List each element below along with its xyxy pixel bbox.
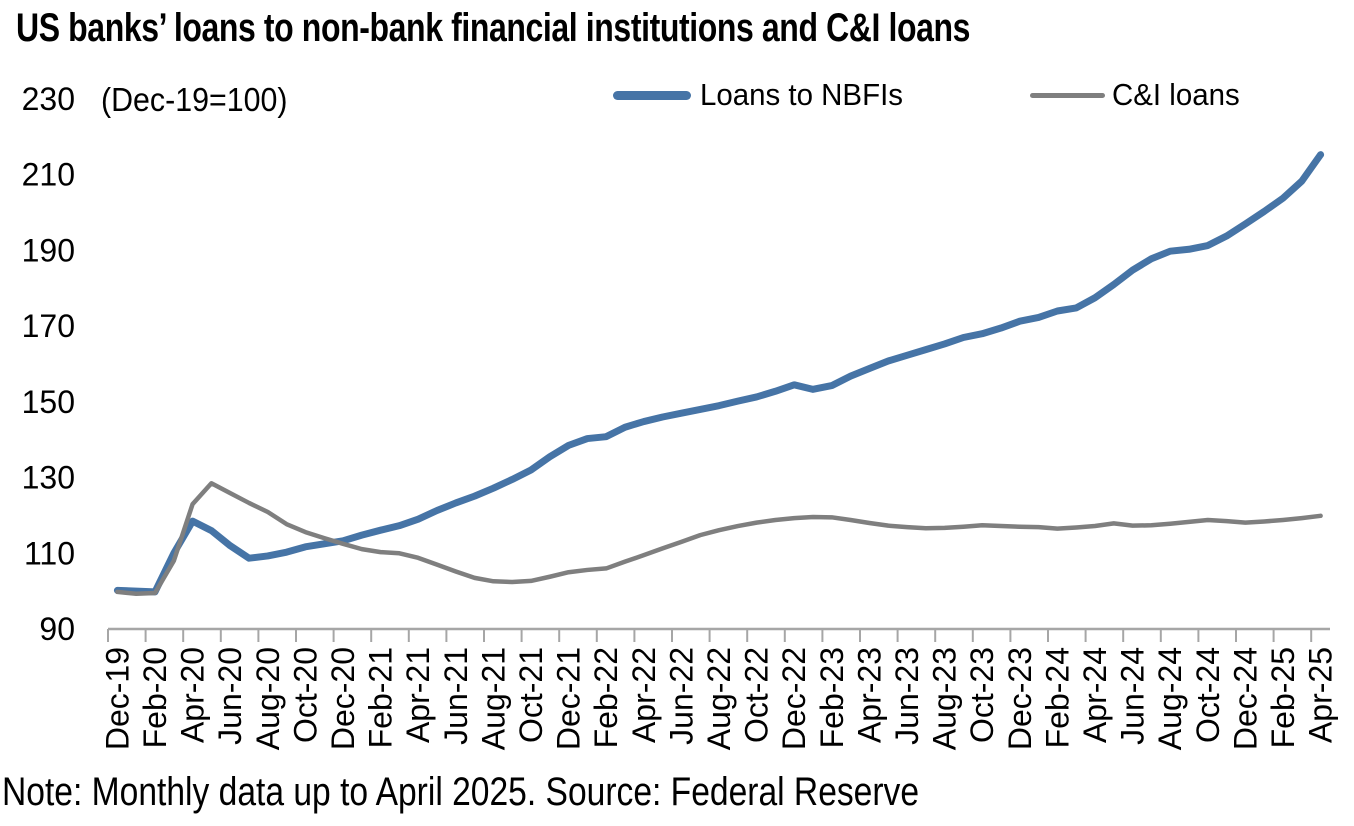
x-tick-label: Feb-20 bbox=[137, 647, 173, 748]
x-tick-label: Dec-23 bbox=[1002, 647, 1038, 750]
x-tick-label: Feb-22 bbox=[588, 647, 624, 748]
x-tick-label: Jun-22 bbox=[663, 647, 699, 745]
y-tick-label: 210 bbox=[22, 157, 75, 193]
chart-title: US banks’ loans to non-bank financial in… bbox=[16, 6, 971, 50]
y-tick-label: 170 bbox=[22, 308, 75, 344]
x-tick-label: Dec-24 bbox=[1227, 647, 1263, 750]
x-tick-label: Oct-22 bbox=[739, 647, 775, 743]
x-tick-label: Feb-23 bbox=[814, 647, 850, 748]
y-tick-label: 110 bbox=[24, 535, 75, 571]
x-tick-label: Jun-24 bbox=[1115, 647, 1151, 745]
series-line-nbfi bbox=[113, 151, 1325, 596]
y-tick-label: 150 bbox=[22, 384, 75, 420]
x-tick-label: Feb-21 bbox=[363, 647, 399, 748]
x-tick-label: Apr-21 bbox=[400, 647, 436, 743]
series-line-ci bbox=[115, 481, 1323, 597]
y-tick-label: 130 bbox=[22, 460, 75, 496]
x-tick-label: Apr-20 bbox=[175, 647, 211, 743]
x-tick-label: Dec-19 bbox=[99, 647, 135, 750]
x-tick-label: Feb-25 bbox=[1265, 647, 1301, 748]
x-tick-label: Dec-21 bbox=[551, 647, 587, 750]
y-tick-label: 190 bbox=[22, 232, 75, 268]
legend-label-nbfi: Loans to NBFIs bbox=[700, 77, 903, 112]
x-tick-label: Aug-21 bbox=[475, 647, 511, 750]
x-tick-label: Dec-20 bbox=[325, 647, 361, 750]
index-base-note: (Dec-19=100) bbox=[101, 81, 288, 118]
x-tick-label: Feb-24 bbox=[1039, 647, 1075, 748]
x-tick-label: Aug-24 bbox=[1152, 647, 1188, 750]
footnote: Note: Monthly data up to April 2025. Sou… bbox=[2, 770, 920, 814]
x-tick-label: Jun-23 bbox=[889, 647, 925, 745]
y-tick-label: 90 bbox=[39, 611, 75, 647]
legend-line-nbfi-icon bbox=[613, 91, 691, 100]
x-tick-label: Dec-22 bbox=[776, 647, 812, 750]
x-tick-label: Apr-24 bbox=[1077, 647, 1113, 743]
x-tick-label: Aug-23 bbox=[927, 647, 963, 750]
legend-line-ci-icon bbox=[1030, 93, 1105, 98]
x-tick-label: Apr-23 bbox=[851, 647, 887, 743]
y-tick-label: 230 bbox=[22, 81, 75, 117]
x-tick-label: Aug-22 bbox=[701, 647, 737, 750]
x-tick-label: Oct-24 bbox=[1190, 647, 1226, 743]
x-tick-label: Aug-20 bbox=[250, 647, 286, 750]
x-tick-label: Apr-25 bbox=[1303, 647, 1339, 743]
x-tick-label: Oct-23 bbox=[964, 647, 1000, 743]
x-tick-label: Jun-21 bbox=[438, 647, 474, 745]
legend-label-ci: C&I loans bbox=[1112, 77, 1240, 112]
x-tick-label: Oct-20 bbox=[287, 647, 323, 743]
x-tick-label: Jun-20 bbox=[212, 647, 248, 745]
x-tick-label: Oct-21 bbox=[513, 647, 549, 743]
x-tick-label: Apr-22 bbox=[626, 647, 662, 743]
